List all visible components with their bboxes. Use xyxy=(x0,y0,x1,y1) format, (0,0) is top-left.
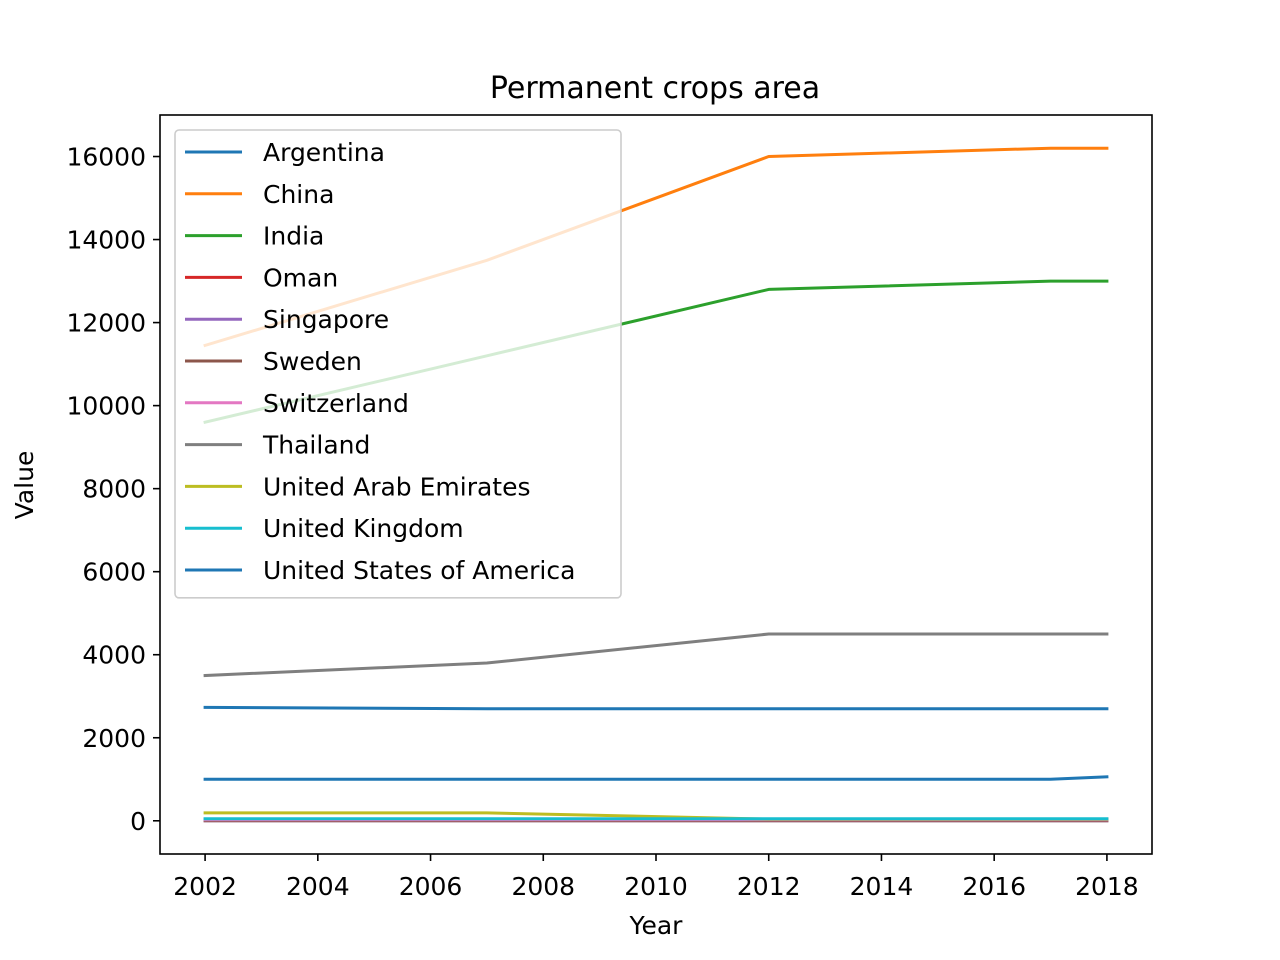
x-axis: 2002 2004 2006 2008 2010 2012 2014 2016 2018 xyxy=(173,854,1139,901)
y-axis: 0 2000 4000 6000 8000 10000 12000 14000 16000 xyxy=(66,143,160,836)
y-tick-label: 12000 xyxy=(66,309,146,338)
legend-label-united-states-of-america: United States of America xyxy=(263,556,575,585)
x-axis-title: Year xyxy=(629,911,684,940)
y-tick-label: 6000 xyxy=(82,558,146,587)
legend: Argentina China India Oman Singapore Sweden Sw… xyxy=(174,129,622,599)
y-tick-label: 14000 xyxy=(66,226,146,255)
legend-label-thailand: Thailand xyxy=(262,431,370,460)
chart-title: Permanent crops area xyxy=(490,71,820,106)
x-tick-label: 2010 xyxy=(624,872,688,901)
y-axis-title: Value xyxy=(10,451,39,520)
y-tick-label: 2000 xyxy=(82,724,146,753)
x-tick-label: 2008 xyxy=(511,872,575,901)
x-tick-label: 2002 xyxy=(173,872,237,901)
legend-label-oman: Oman xyxy=(263,263,338,292)
y-tick-label: 0 xyxy=(130,807,146,836)
x-tick-label: 2016 xyxy=(962,872,1026,901)
series-line-united-states-of-america xyxy=(203,705,1109,711)
x-tick-label: 2014 xyxy=(850,872,914,901)
legend-label-china: China xyxy=(263,180,334,209)
legend-box xyxy=(174,129,622,599)
y-tick-label: 4000 xyxy=(82,641,146,670)
series-line-argentina xyxy=(203,775,1109,781)
x-tick-label: 2006 xyxy=(399,872,463,901)
legend-label-argentina: Argentina xyxy=(263,138,385,167)
legend-label-switzerland: Switzerland xyxy=(263,389,409,418)
legend-label-sweden: Sweden xyxy=(263,347,362,376)
x-tick-label: 2004 xyxy=(286,872,350,901)
legend-label-united-arab-emirates: United Arab Emirates xyxy=(263,472,531,501)
legend-label-india: India xyxy=(263,222,324,251)
y-tick-label: 16000 xyxy=(66,143,146,172)
legend-label-singapore: Singapore xyxy=(263,305,389,334)
y-tick-label: 10000 xyxy=(66,392,146,421)
x-tick-label: 2018 xyxy=(1075,872,1139,901)
legend-label-united-kingdom: United Kingdom xyxy=(263,514,464,543)
x-tick-label: 2012 xyxy=(737,872,801,901)
y-tick-label: 8000 xyxy=(82,475,146,504)
series-line-thailand xyxy=(203,632,1109,678)
